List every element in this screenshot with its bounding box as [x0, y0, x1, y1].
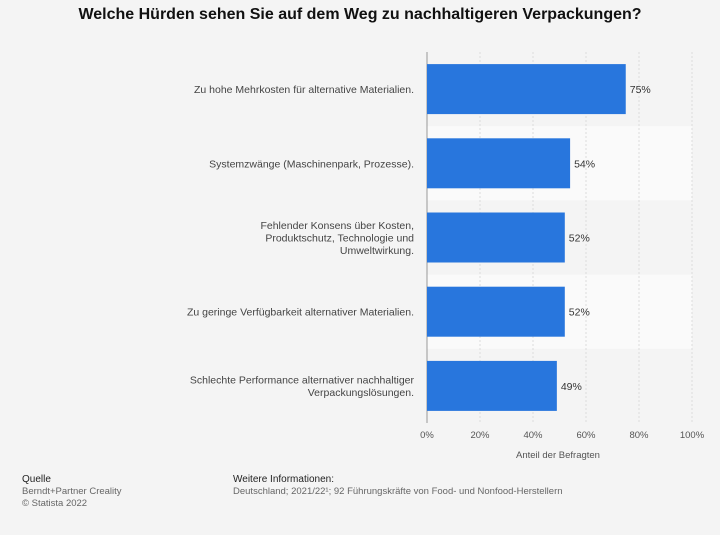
x-axis-title: Anteil der Befragten	[516, 450, 600, 461]
x-tick-label: 20%	[470, 430, 490, 441]
category-label: Zu hohe Mehrkosten für alternative Mater…	[194, 84, 414, 96]
bar	[427, 138, 571, 189]
chart-title: Welche Hürden sehen Sie auf dem Weg zu n…	[78, 6, 642, 23]
value-label: 52%	[569, 233, 590, 245]
x-tick-label: 40%	[523, 430, 543, 441]
bar-chart: Zu hohe Mehrkosten für alternative Mater…	[187, 52, 705, 461]
info-heading: Weitere Informationen:	[233, 474, 334, 485]
info-text: Deutschland; 2021/22¹; 92 Führungskräfte…	[233, 486, 563, 497]
value-label: 52%	[569, 307, 590, 319]
value-label: 75%	[630, 84, 651, 96]
bar	[427, 64, 626, 115]
category-label: Fehlender Konsens über Kosten, Produktsch…	[260, 220, 414, 257]
category-label: Zu geringe Verfügbarkeit alternativer Ma…	[187, 307, 414, 319]
x-tick-label: 0%	[420, 430, 434, 441]
source-heading: Quelle	[22, 474, 51, 485]
x-tick-labels: 0% 20% 40% 60% 80% 100%	[420, 430, 705, 441]
category-label: Schlechte Performance alternativer nachh…	[190, 375, 415, 400]
bar	[427, 286, 565, 337]
category-labels: Zu hohe Mehrkosten für alternative Mater…	[187, 84, 415, 399]
bars	[427, 64, 626, 411]
x-tick-label: 100%	[680, 430, 705, 441]
info-block: Weitere Informationen: Deutschland; 2021…	[233, 474, 563, 498]
x-tick-label: 60%	[576, 430, 596, 441]
source-line: © Statista 2022	[22, 498, 88, 509]
value-label: 54%	[574, 158, 595, 170]
bar	[427, 360, 557, 411]
value-labels: 75% 54% 52% 52% 49%	[561, 84, 651, 393]
category-label: Systemzwänge (Maschinenpark, Prozesse).	[209, 158, 414, 170]
x-tick-label: 80%	[629, 430, 649, 441]
source-line: Berndt+Partner Creality	[22, 486, 122, 497]
value-label: 49%	[561, 381, 582, 393]
source-block: Quelle Berndt+Partner Creality © Statist…	[22, 474, 122, 510]
bar	[427, 212, 565, 263]
